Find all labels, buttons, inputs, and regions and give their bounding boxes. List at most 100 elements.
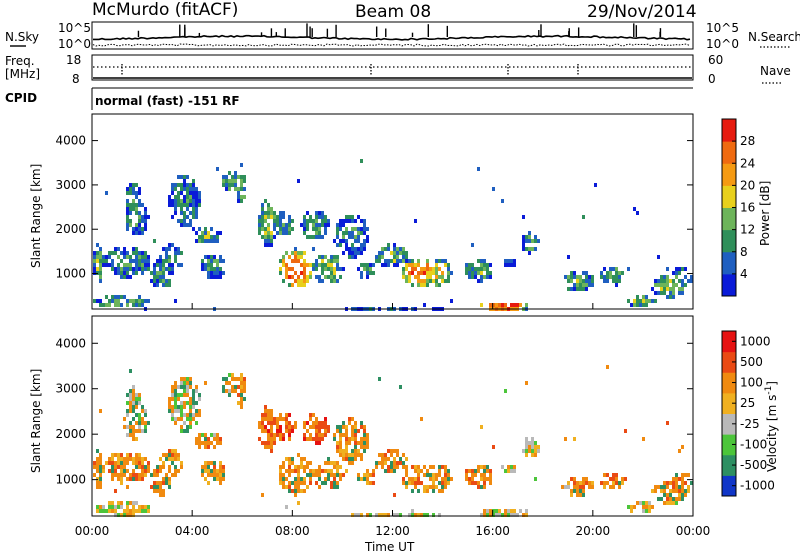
heatmap-cell (120, 303, 123, 307)
heatmap-cell (120, 501, 123, 505)
heatmap-cell (309, 433, 312, 437)
heatmap-cell (528, 235, 531, 239)
heatmap-cell (240, 377, 243, 381)
heatmap-cell (357, 513, 360, 517)
heatmap-cell (195, 413, 198, 417)
heatmap-cell (177, 263, 180, 267)
heatmap-cell (285, 425, 288, 429)
heatmap-cell (159, 255, 162, 259)
heatmap-cell (477, 279, 480, 283)
heatmap-cell (96, 481, 99, 485)
heatmap-cell (348, 417, 351, 421)
heatmap-cell (363, 429, 366, 433)
heatmap-cell (240, 397, 243, 401)
power-x-tickmarks (91, 303, 694, 309)
heatmap-cell (438, 489, 441, 493)
heatmap-cell (465, 469, 468, 473)
heatmap-cell (192, 401, 195, 405)
heatmap-cell (264, 231, 267, 235)
heatmap-cell (111, 473, 114, 477)
heatmap-cell (432, 485, 435, 489)
heatmap-cell (417, 279, 420, 283)
heatmap-cell (492, 303, 495, 307)
heatmap-cell (678, 287, 681, 291)
heatmap-cell (204, 445, 207, 449)
heatmap-cell (96, 299, 99, 303)
heatmap-cell (393, 461, 396, 465)
heatmap-cell (132, 477, 135, 481)
heatmap-cell (201, 473, 204, 477)
heatmap-cell (135, 501, 138, 505)
heatmap-cell (612, 275, 615, 279)
heatmap-cell (414, 263, 417, 267)
heatmap-cell (117, 477, 120, 481)
heatmap-cell (333, 481, 336, 485)
heatmap-cell (414, 275, 417, 279)
heatmap-cell (258, 425, 261, 429)
heatmap-cell (123, 263, 126, 267)
heatmap-cell (297, 251, 300, 255)
heatmap-cell (123, 251, 126, 255)
heatmap-cell (582, 489, 585, 493)
heatmap-cell (135, 465, 138, 469)
heatmap-cell (435, 267, 438, 271)
heatmap-cell (645, 303, 648, 307)
heatmap-cell (417, 481, 420, 485)
heatmap-cell (525, 437, 528, 441)
heatmap-cell (534, 445, 537, 449)
heatmap-cell (192, 417, 195, 421)
heatmap-cell (132, 199, 135, 203)
heatmap-cell (567, 481, 570, 485)
heatmap-cell (492, 187, 495, 191)
heatmap-cell (270, 449, 273, 453)
heatmap-cell (291, 429, 294, 433)
heatmap-cell (135, 473, 138, 477)
heatmap-cell (297, 259, 300, 263)
heatmap-cell (264, 235, 267, 239)
heatmap-cell (405, 469, 408, 473)
heatmap-cell (300, 271, 303, 275)
heatmap-cell (318, 227, 321, 231)
heatmap-cell (474, 275, 477, 279)
heatmap-cell (141, 259, 144, 263)
heatmap-cell (348, 421, 351, 425)
heatmap-cell (420, 267, 423, 271)
heatmap-cell (267, 421, 270, 425)
heatmap-cell (285, 505, 288, 509)
heatmap-cell (174, 473, 177, 477)
heatmap-cell (219, 275, 222, 279)
heatmap-cell (207, 441, 210, 445)
heatmap-cell (291, 461, 294, 465)
heatmap-cell (675, 283, 678, 287)
heatmap-cell (501, 303, 504, 307)
heatmap-cell (438, 465, 441, 469)
heatmap-cell (168, 465, 171, 469)
heatmap-cell (105, 259, 108, 263)
heatmap-cell (174, 199, 177, 203)
heatmap-cell (99, 263, 102, 267)
heatmap-cell (141, 231, 144, 235)
heatmap-cell (129, 405, 132, 409)
heatmap-cell (360, 437, 363, 441)
heatmap-cell (357, 267, 360, 271)
heatmap-cell (315, 263, 318, 267)
heatmap-cell (279, 433, 282, 437)
heatmap-cell (654, 283, 657, 287)
heatmap-cell (156, 489, 159, 493)
heatmap-cell (99, 457, 102, 461)
heatmap-cell (285, 271, 288, 275)
heatmap-cell (114, 505, 117, 509)
heatmap-cell (183, 211, 186, 215)
heatmap-cell (315, 267, 318, 271)
heatmap-cell (264, 409, 267, 413)
heatmap-cell (675, 275, 678, 279)
heatmap-cell (171, 409, 174, 413)
heatmap-cell (288, 433, 291, 437)
heatmap-cell (399, 457, 402, 461)
heatmap-cell (363, 425, 366, 429)
heatmap-cell (144, 425, 147, 429)
heatmap-cell (183, 183, 186, 187)
heatmap-cell (633, 505, 636, 509)
heatmap-cell (384, 469, 387, 473)
heatmap-cell (309, 271, 312, 275)
